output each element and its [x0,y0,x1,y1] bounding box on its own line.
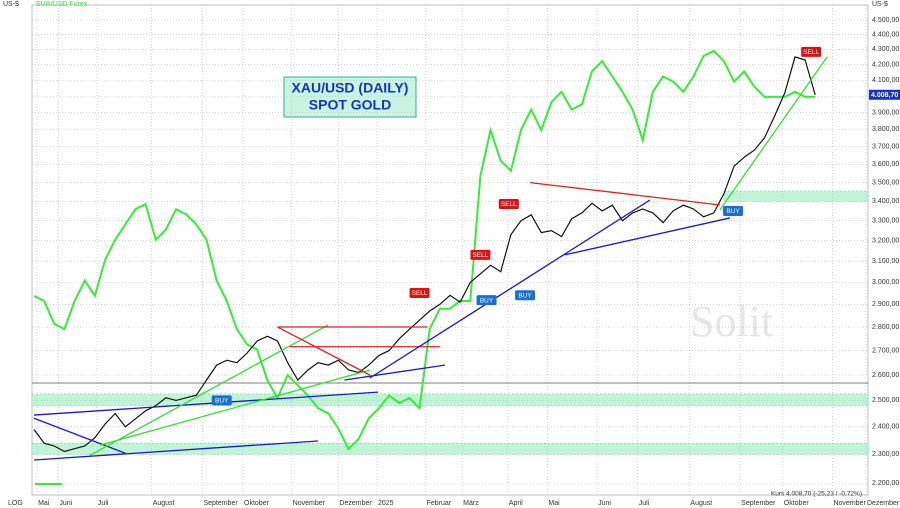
signal-label: SELL [472,252,488,259]
y-unit-left: US-$ [3,1,19,8]
signal-badge [409,288,430,299]
x-tick-label: April [509,500,523,507]
trendline [277,326,371,376]
x-tick-label: 2025 [378,500,394,507]
y-tick-label: 3.000,00 [872,279,899,286]
x-tick-label: Mai [548,500,560,507]
y-unit-right: US-$ [872,1,888,8]
y-tick-label: 3.500,00 [872,179,899,186]
signal-label: BUY [480,297,494,304]
zone [31,442,869,455]
last-price-tag [869,89,900,100]
signal-badge [498,199,519,210]
x-tick-label: Juli [98,500,109,507]
series-line [33,49,816,451]
signal-badge [476,295,497,306]
x-tick-label: Juni [59,500,72,507]
signal-label: BUY [518,292,532,299]
y-tick-label: 3.400,00 [872,198,899,205]
watermark: Solit [690,297,773,346]
signal-badge [211,395,232,406]
x-tick-label: Februar [427,500,452,507]
trendline [99,369,371,446]
series-line [33,56,816,453]
trendline [33,440,319,461]
y-tick-label: 3.700,00 [872,143,899,150]
trendline [530,181,720,206]
y-tick-label: 4.200,00 [872,61,899,68]
x-tick-label: November [293,500,326,507]
x-tick-label: September [203,500,238,507]
signal-label: BUY [215,398,229,405]
legend-label: EUR/USD Forex [36,1,88,8]
y-tick-label: 3.100,00 [872,258,899,265]
signal-label: BUY [726,208,740,215]
x-tick-label: Juni [598,500,611,507]
trendline [719,56,828,211]
trendline [89,324,329,457]
x-tick-label: September [741,500,776,507]
y-tick-label: 2.800,00 [872,324,899,331]
plot-frame [31,4,869,496]
y-tick-label: 3.600,00 [872,161,899,168]
chart-subtitle: SPOT GOLD [309,97,391,113]
signal-badge [723,205,744,216]
trendline [33,391,379,416]
last-price-label: 4.008,70 [871,92,898,99]
signal-badge [801,46,822,57]
x-tick-label: Dezember [867,500,900,507]
signal-label: SELL [501,201,517,208]
zone [31,393,869,406]
scale-label: LOG [8,500,23,507]
y-tick-label: 4.300,00 [872,46,899,53]
y-tick-label: 4.400,00 [872,31,899,38]
signal-label: SELL [803,49,819,56]
x-tick-label: November [833,500,866,507]
y-tick-label: 2.400,00 [872,424,899,431]
signal-label: SELL [412,290,428,297]
y-tick-label: 3.900,00 [872,109,899,116]
x-tick-label: Dezember [339,500,372,507]
signal-badge [515,290,536,301]
x-tick-label: August [690,500,712,507]
y-tick-label: 2.900,00 [872,301,899,308]
x-tick-label: Mai [38,500,50,507]
y-tick-label: 4.500,00 [872,17,899,24]
trendline [344,364,446,381]
y-tick-label: 2.700,00 [872,347,899,354]
y-tick-label: 2.600,00 [872,372,899,379]
x-tick-label: März [463,500,479,507]
quote: Kurs 4.008,70 (-25,23 / -0,72%) [771,491,862,498]
signal-badge [470,249,491,260]
y-tick-label: 3.300,00 [872,218,899,225]
trendline [564,217,731,256]
y-tick-label: 4.100,00 [872,77,899,84]
trendline [369,199,651,379]
x-tick-label: Oktober [784,500,810,507]
title-box [283,76,417,118]
y-tick-label: 3.200,00 [872,237,899,244]
y-tick-label: 2.200,00 [872,480,899,487]
y-tick-label: 3.800,00 [872,126,899,133]
x-tick-label: Oktober [244,500,270,507]
zone [723,190,869,202]
y-tick-label: 2.500,00 [872,397,899,404]
x-tick-label: August [153,500,175,507]
x-tick-label: Juli [639,500,650,507]
trendline [33,417,126,454]
chart-title: XAU/USD (DAILY) [292,80,409,96]
y-tick-label: 2.300,00 [872,451,899,458]
